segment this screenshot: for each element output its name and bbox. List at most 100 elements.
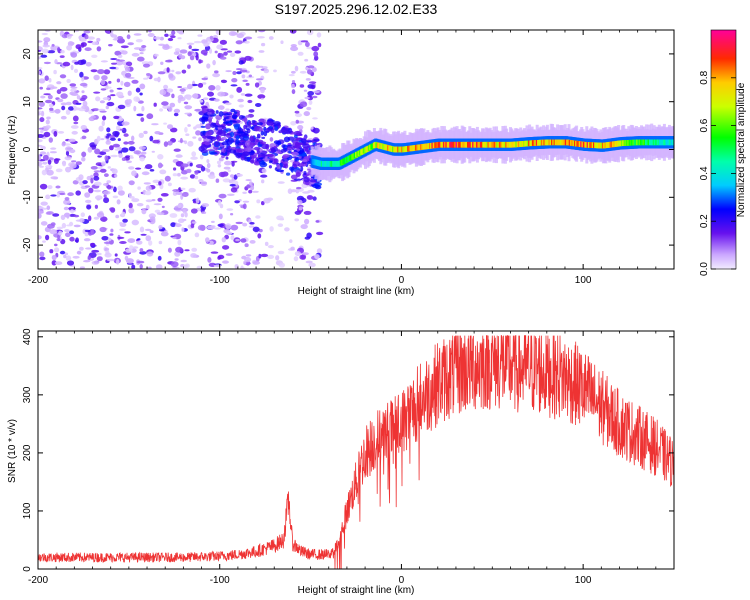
noise-blob [140, 233, 147, 236]
noise-blob [161, 101, 169, 106]
colorbar: 0.0 0.2 0.4 0.6 0.8 Normalized spectral ampl… [699, 29, 747, 276]
noise-blob [225, 70, 232, 73]
noise-blob [57, 98, 64, 103]
noise-blob [80, 42, 87, 47]
noise-blob [162, 105, 170, 109]
noise-blob [220, 147, 226, 154]
noise-blob [109, 134, 116, 139]
noise-blob [230, 224, 239, 231]
noise-blob [235, 135, 240, 140]
noise-blob [56, 238, 61, 242]
noise-blob [103, 69, 111, 75]
noise-blob [125, 72, 132, 78]
noise-blob [177, 94, 184, 100]
noise-blob [167, 37, 174, 42]
noise-blob [217, 91, 226, 97]
noise-blob [75, 237, 79, 243]
noise-blob [123, 141, 129, 145]
noise-blob [172, 189, 180, 192]
noise-blob [160, 164, 164, 167]
noise-blob [216, 44, 223, 50]
noise-blob [245, 115, 250, 118]
noise-blob [64, 229, 70, 233]
noise-blob [316, 231, 324, 236]
noise-blob [73, 105, 77, 109]
noise-blob [61, 105, 66, 111]
noise-blob [68, 138, 76, 143]
noise-blob [249, 222, 255, 225]
noise-blob [93, 170, 102, 173]
noise-blob [214, 70, 219, 74]
noise-blob [285, 130, 291, 135]
noise-blob [163, 84, 169, 90]
noise-blob [152, 139, 160, 144]
noise-blob [149, 216, 156, 223]
noise-blob [75, 190, 81, 196]
noise-blob [197, 34, 203, 37]
noise-blob [139, 248, 144, 253]
noise-blob [141, 105, 145, 112]
noise-blob [99, 226, 107, 233]
noise-blob [200, 132, 204, 137]
noise-blob [154, 53, 159, 57]
noise-blob [87, 40, 93, 44]
noise-blob [260, 253, 269, 258]
noise-blob [143, 130, 148, 135]
noise-blob [280, 40, 284, 44]
noise-blob [230, 187, 238, 193]
noise-blob [96, 37, 101, 42]
noise-blob [170, 35, 176, 39]
noise-blob [107, 184, 112, 190]
noise-blob [76, 250, 82, 255]
noise-blob [56, 81, 62, 85]
noise-blob [174, 251, 181, 257]
noise-blob [309, 81, 317, 84]
noise-blob [205, 131, 212, 136]
noise-blob [180, 176, 189, 180]
noise-blob [229, 148, 237, 154]
noise-blob [207, 114, 215, 117]
noise-blob [43, 93, 51, 96]
noise-blob [302, 159, 308, 163]
noise-blob [71, 160, 77, 163]
noise-blob [291, 156, 299, 159]
noise-blob [184, 112, 191, 115]
noise-blob [180, 187, 186, 190]
noise-blob [166, 67, 170, 73]
noise-blob [60, 102, 68, 106]
noise-blob [312, 117, 318, 120]
noise-blob [231, 146, 236, 151]
noise-blob [268, 36, 274, 40]
noise-blob [91, 41, 99, 46]
noise-blob [312, 127, 320, 134]
noise-blob [50, 176, 59, 180]
noise-blob [229, 94, 234, 99]
noise-blob [313, 51, 319, 57]
noise-blob [197, 224, 206, 231]
noise-blob [166, 88, 174, 93]
colorbar-tick-label: 0.6 [699, 118, 710, 132]
noise-blob [42, 240, 46, 243]
noise-blob [226, 50, 233, 53]
noise-blob [81, 151, 87, 158]
noise-blob [208, 174, 216, 179]
noise-blob [108, 80, 112, 84]
noise-blob [205, 237, 210, 244]
noise-blob [230, 235, 235, 241]
noise-blob [248, 189, 253, 194]
noise-blob [38, 212, 42, 219]
noise-blob [139, 92, 143, 96]
noise-blob [180, 91, 185, 95]
noise-blob [226, 123, 232, 126]
noise-blob [286, 172, 291, 176]
noise-blob [212, 59, 216, 66]
noise-blob [235, 139, 240, 145]
noise-blob [108, 44, 113, 47]
noise-blob [314, 254, 320, 260]
noise-blob [177, 172, 181, 177]
noise-blob [224, 160, 232, 166]
noise-blob [72, 180, 79, 185]
noise-blob [194, 170, 199, 175]
noise-blob [69, 236, 75, 242]
noise-blob [167, 247, 172, 253]
